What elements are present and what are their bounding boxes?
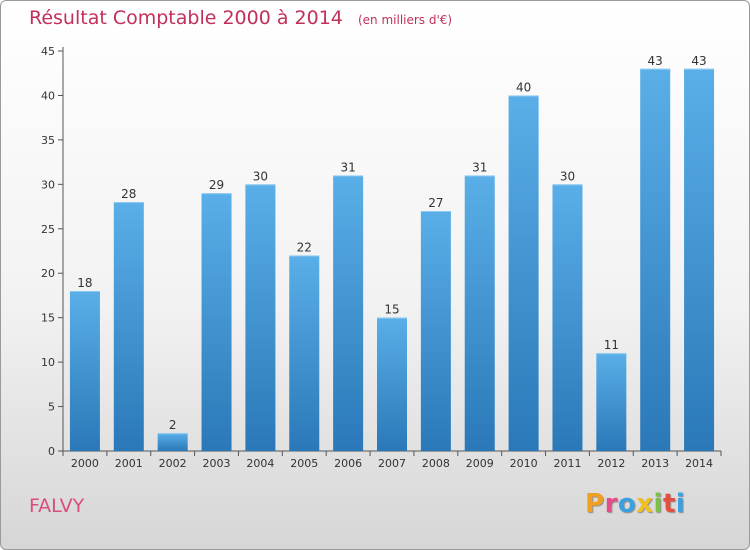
bar (464, 175, 495, 451)
data-label: 43 (691, 54, 706, 68)
x-tick-label: 2001 (115, 457, 143, 470)
bar (420, 211, 451, 451)
x-tick-label: 2011 (553, 457, 581, 470)
x-tick-label: 2003 (203, 457, 231, 470)
y-tick-label: 30 (41, 178, 55, 191)
bar (201, 193, 232, 451)
data-label: 27 (428, 196, 443, 210)
x-tick-label: 2010 (510, 457, 538, 470)
bar (113, 202, 144, 451)
data-label: 29 (209, 178, 224, 192)
bar (596, 353, 627, 451)
bar (684, 68, 715, 452)
y-tick-label: 20 (41, 267, 55, 280)
logo-letter: o (617, 489, 637, 519)
data-label: 28 (121, 187, 136, 201)
title-row: Résultat Comptable 2000 à 2014 (en milli… (29, 7, 452, 29)
bar (289, 255, 320, 451)
x-tick-label: 2006 (334, 457, 362, 470)
y-tick-label: 35 (41, 134, 55, 147)
chart-labels: 2000 18 2001 28 2002 2 2003 29 2004 30 2005 22 2006 3… (71, 54, 713, 470)
y-tick-label: 10 (41, 356, 55, 369)
y-tick-label: 45 (41, 45, 55, 58)
logo-letter: x (636, 489, 654, 519)
y-tick-label: 5 (48, 401, 55, 414)
x-tick-label: 2004 (246, 457, 274, 470)
x-tick-label: 2009 (466, 457, 494, 470)
data-label: 22 (297, 240, 312, 254)
data-label: 15 (384, 303, 399, 317)
y-tick-label: 15 (41, 312, 55, 325)
chart-title: Résultat Comptable 2000 à 2014 (29, 7, 343, 29)
data-label: 11 (604, 338, 619, 352)
y-tick-label: 25 (41, 223, 55, 236)
bar (377, 317, 407, 451)
bar (245, 184, 276, 452)
x-tick-label: 2013 (641, 457, 669, 470)
bar (333, 175, 364, 451)
proxiti-logo: Proxiti (585, 489, 685, 519)
x-tick-label: 2000 (71, 457, 99, 470)
commune-name: FALVY (29, 495, 85, 517)
data-label: 18 (77, 276, 92, 290)
bar (640, 68, 671, 452)
chart-bars (69, 68, 715, 452)
logo-letter: r (604, 489, 618, 519)
data-label: 31 (472, 160, 487, 174)
x-tick-label: 2005 (290, 457, 318, 470)
data-label: 40 (516, 80, 531, 94)
chart-unit: (en milliers d'€) (357, 13, 453, 27)
data-label: 30 (253, 169, 268, 183)
data-label: 2 (169, 418, 177, 432)
y-tick-label: 0 (48, 445, 55, 458)
data-label: 30 (560, 169, 575, 183)
data-label: 31 (340, 160, 355, 174)
bar (157, 433, 188, 451)
x-tick-label: 2008 (422, 457, 450, 470)
logo-letter: P (585, 489, 605, 519)
bar (552, 184, 583, 452)
x-tick-label: 2014 (685, 457, 713, 470)
y-tick-label: 40 (41, 89, 55, 102)
x-tick-label: 2007 (378, 457, 406, 470)
data-label: 43 (648, 54, 663, 68)
bar (508, 95, 539, 451)
bar (69, 291, 100, 451)
logo-letter: i (675, 489, 686, 519)
x-tick-label: 2002 (159, 457, 187, 470)
logo-letter: t (662, 489, 676, 519)
x-tick-label: 2012 (597, 457, 625, 470)
logo-letter: i (653, 489, 663, 519)
